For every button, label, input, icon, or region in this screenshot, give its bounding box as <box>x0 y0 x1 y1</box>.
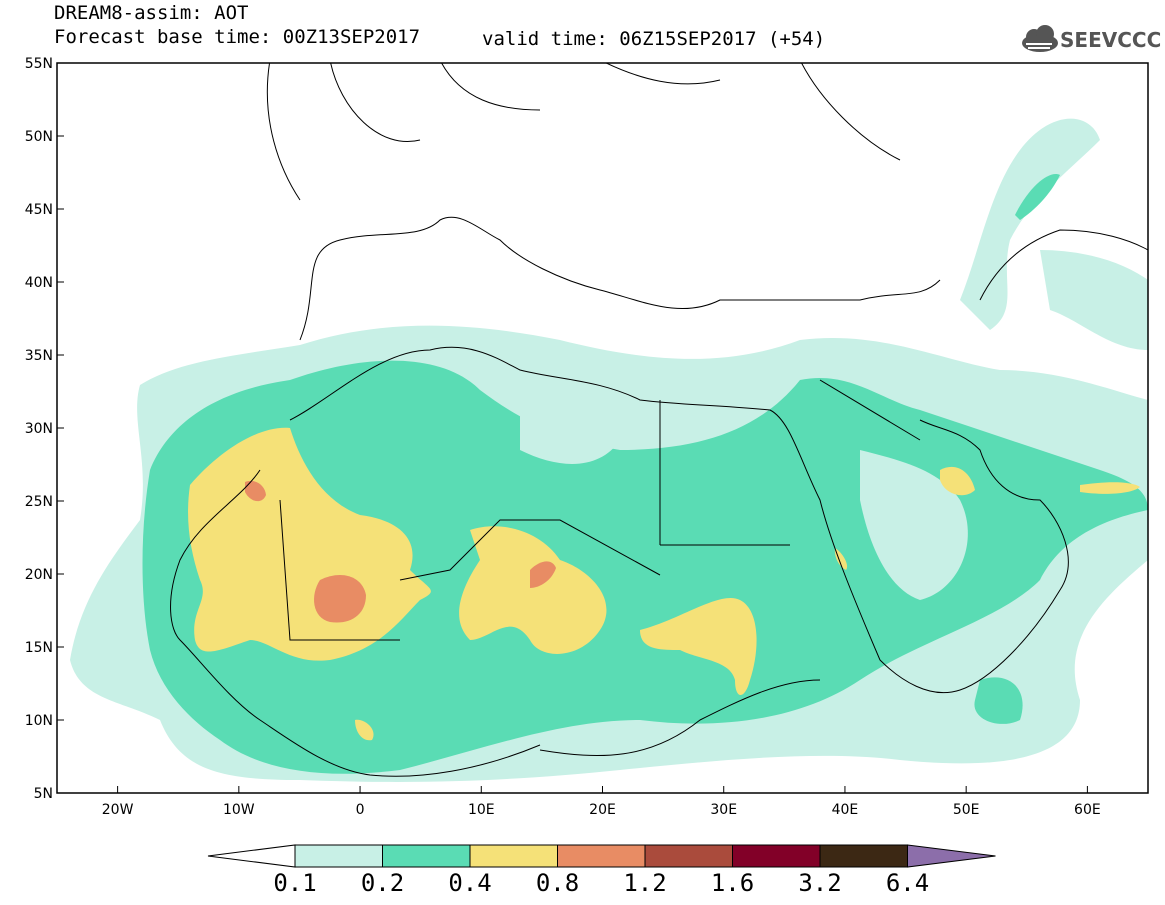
cloud-logo-icon <box>1022 25 1058 52</box>
lat-tick-label: 55N <box>25 56 53 72</box>
colorbar-swatch <box>469 844 558 868</box>
lat-axis: 55N 50N 45N 40N 35N 30N 25N 20N 15N 10N 5N <box>25 56 64 802</box>
lat-tick-label: 35N <box>25 348 53 364</box>
map-title: DREAM8-assim: AOT <box>54 2 249 24</box>
lat-tick-label: 15N <box>25 640 53 656</box>
colorbar-level-label: 6.4 <box>886 869 929 897</box>
lat-tick-label: 5N <box>34 786 53 802</box>
colorbar-swatch <box>382 844 471 868</box>
valid-time-label: valid time: 06Z15SEP2017 (+54) <box>482 28 826 50</box>
lat-tick-label: 50N <box>25 129 53 145</box>
colorbar-below-arrow <box>207 844 296 868</box>
colorbar-swatch <box>557 844 646 868</box>
lon-tick-label: 50E <box>953 802 980 818</box>
colorbar-level-label: 1.2 <box>623 869 666 897</box>
lat-tick-label: 30N <box>25 421 53 437</box>
logo-text: SEEVCCC <box>1060 28 1162 52</box>
colorbar-swatch <box>732 844 821 868</box>
colorbar-level-label: 3.2 <box>798 869 841 897</box>
colorbar: 0.1 0.2 0.4 0.8 1.2 1.6 3.2 6.4 <box>207 844 996 897</box>
lon-tick-label: 60E <box>1074 802 1101 818</box>
lat-tick-label: 25N <box>25 494 53 510</box>
colorbar-level-label: 1.6 <box>711 869 754 897</box>
lon-tick-label: 0 <box>356 802 365 818</box>
lat-tick-label: 40N <box>25 275 53 291</box>
colorbar-above-arrow <box>907 844 996 868</box>
lon-tick-label: 10W <box>223 802 255 818</box>
lon-tick-label: 30E <box>710 802 737 818</box>
colorbar-level-label: 0.2 <box>361 869 404 897</box>
lat-tick-label: 45N <box>25 202 53 218</box>
lon-tick-label: 10E <box>468 802 495 818</box>
colorbar-level-label: 0.8 <box>536 869 579 897</box>
colorbar-level-label: 0.4 <box>448 869 491 897</box>
colorbar-level-label: 0.1 <box>273 869 316 897</box>
lon-tick-label: 20E <box>589 802 616 818</box>
lat-tick-label: 20N <box>25 567 53 583</box>
base-time-label: Forecast base time: 00Z13SEP2017 <box>54 26 421 48</box>
colorbar-swatch <box>644 844 733 868</box>
lon-axis: 20W 10W 0 10E 20E 30E 40E 50E 60E <box>102 786 1101 818</box>
colorbar-swatch <box>294 844 383 868</box>
lon-tick-label: 40E <box>832 802 859 818</box>
colorbar-swatch <box>819 844 908 868</box>
lat-tick-label: 10N <box>25 713 53 729</box>
aot-contour-0.8 <box>245 480 556 623</box>
coastlines <box>170 63 1148 777</box>
lon-tick-label: 20W <box>102 802 134 818</box>
